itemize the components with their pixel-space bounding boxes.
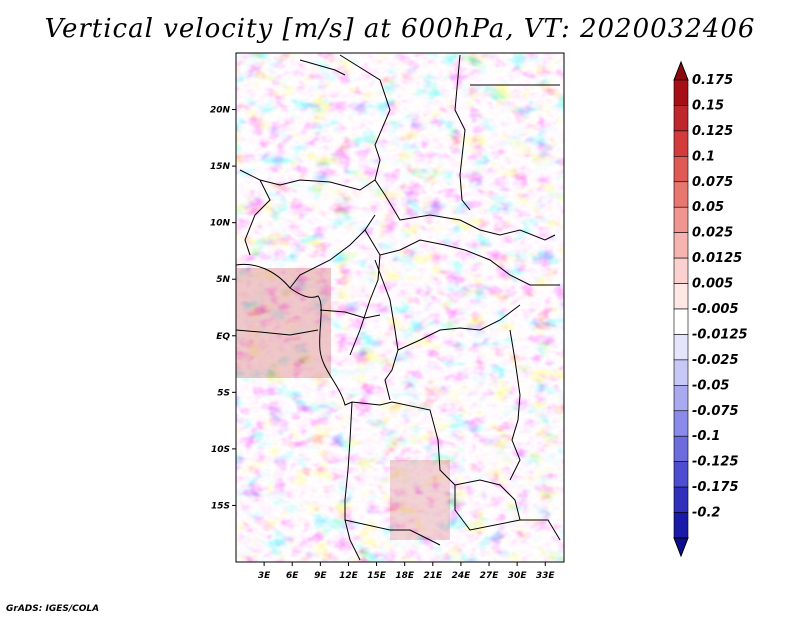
- lat-tick-label: 15N: [210, 162, 231, 172]
- lon-tick-label: 3E: [258, 571, 271, 581]
- lon-tick-label: 30E: [508, 571, 528, 581]
- colorbar-swatch: [673, 308, 689, 335]
- colorbar-label: 0.1: [692, 149, 715, 164]
- lon-tick-label: 27E: [480, 571, 500, 581]
- colorbar-label: 0.175: [692, 73, 733, 88]
- latitude-axis: 20N 15N 10N 5N EQ 5S 10S 15S: [210, 106, 236, 511]
- colorbar-max-arrow: [673, 60, 689, 81]
- colorbar-label: 0.05: [692, 200, 724, 215]
- colorbar-swatch: [673, 105, 689, 132]
- colorbar-label: -0.175: [692, 480, 739, 495]
- lon-tick-label: 15E: [367, 571, 387, 581]
- colorbar-label: 0.075: [692, 175, 733, 190]
- map-frame: [235, 52, 565, 563]
- colorbar-label: -0.005: [692, 302, 739, 317]
- lat-tick-label: 5S: [217, 388, 230, 398]
- colorbar-label: 0.0125: [692, 251, 742, 266]
- lon-tick-label: 9E: [314, 571, 327, 581]
- lat-tick-label: EQ: [216, 332, 230, 342]
- longitude-axis: 3E 6E 9E 12E 15E 18E 21E 24E 27E 30E 33E: [258, 562, 556, 581]
- colorbar-label: 0.125: [692, 124, 733, 139]
- colorbar-label: 0.025: [692, 226, 733, 241]
- colorbar-label: -0.075: [692, 404, 739, 419]
- colorbar-min-arrow: [673, 537, 689, 558]
- colorbar-swatch: [673, 257, 689, 284]
- colorbar: 0.175 0.15 0.125 0.1 0.075 0.05 0.025 0.0125 0.0…: [673, 60, 748, 558]
- colorbar-label: -0.0125: [692, 327, 748, 342]
- colorbar-label: 0.15: [692, 98, 724, 113]
- colorbar-label: -0.125: [692, 455, 739, 470]
- lat-tick-label: 10S: [211, 445, 230, 455]
- country-borders: [236, 54, 561, 561]
- lat-tick-label: 15S: [211, 501, 230, 511]
- lon-tick-label: 33E: [536, 571, 556, 581]
- colorbar-swatch: [673, 512, 689, 539]
- colorbar-swatch: [673, 359, 689, 386]
- colorbar-swatch: [673, 486, 689, 513]
- colorbar-swatch: [673, 385, 689, 412]
- lat-tick-label: 5N: [216, 275, 230, 285]
- colorbar-label: -0.1: [692, 429, 720, 444]
- colorbar-swatch: [673, 156, 689, 183]
- lat-tick-label: 20N: [210, 106, 231, 116]
- map-title: Vertical velocity [m/s] at 600hPa, VT: 2…: [44, 14, 756, 44]
- colorbar-swatch: [673, 461, 689, 488]
- vertical-velocity-field: [236, 53, 564, 562]
- lon-tick-label: 12E: [339, 571, 359, 581]
- colorbar-swatch: [673, 130, 689, 157]
- lon-tick-label: 21E: [423, 571, 443, 581]
- colorbar-label: 0.005: [692, 277, 733, 292]
- lon-tick-label: 24E: [452, 571, 472, 581]
- colorbar-swatch: [673, 283, 689, 310]
- lat-tick-label: 10N: [210, 219, 231, 229]
- colorbar-swatch: [673, 232, 689, 259]
- colorbar-swatch: [673, 410, 689, 437]
- colorbar-swatch: [673, 435, 689, 462]
- grads-credit: GrADS: IGES/COLA: [6, 604, 100, 614]
- colorbar-label: -0.025: [692, 353, 739, 368]
- colorbar-label: -0.05: [692, 378, 729, 393]
- colorbar-label: -0.2: [692, 506, 720, 521]
- lon-tick-label: 6E: [286, 571, 299, 581]
- colorbar-swatch: [673, 181, 689, 208]
- lon-tick-label: 18E: [395, 571, 415, 581]
- colorbar-swatch: [673, 206, 689, 233]
- colorbar-swatch: [673, 79, 689, 106]
- colorbar-swatch: [673, 334, 689, 361]
